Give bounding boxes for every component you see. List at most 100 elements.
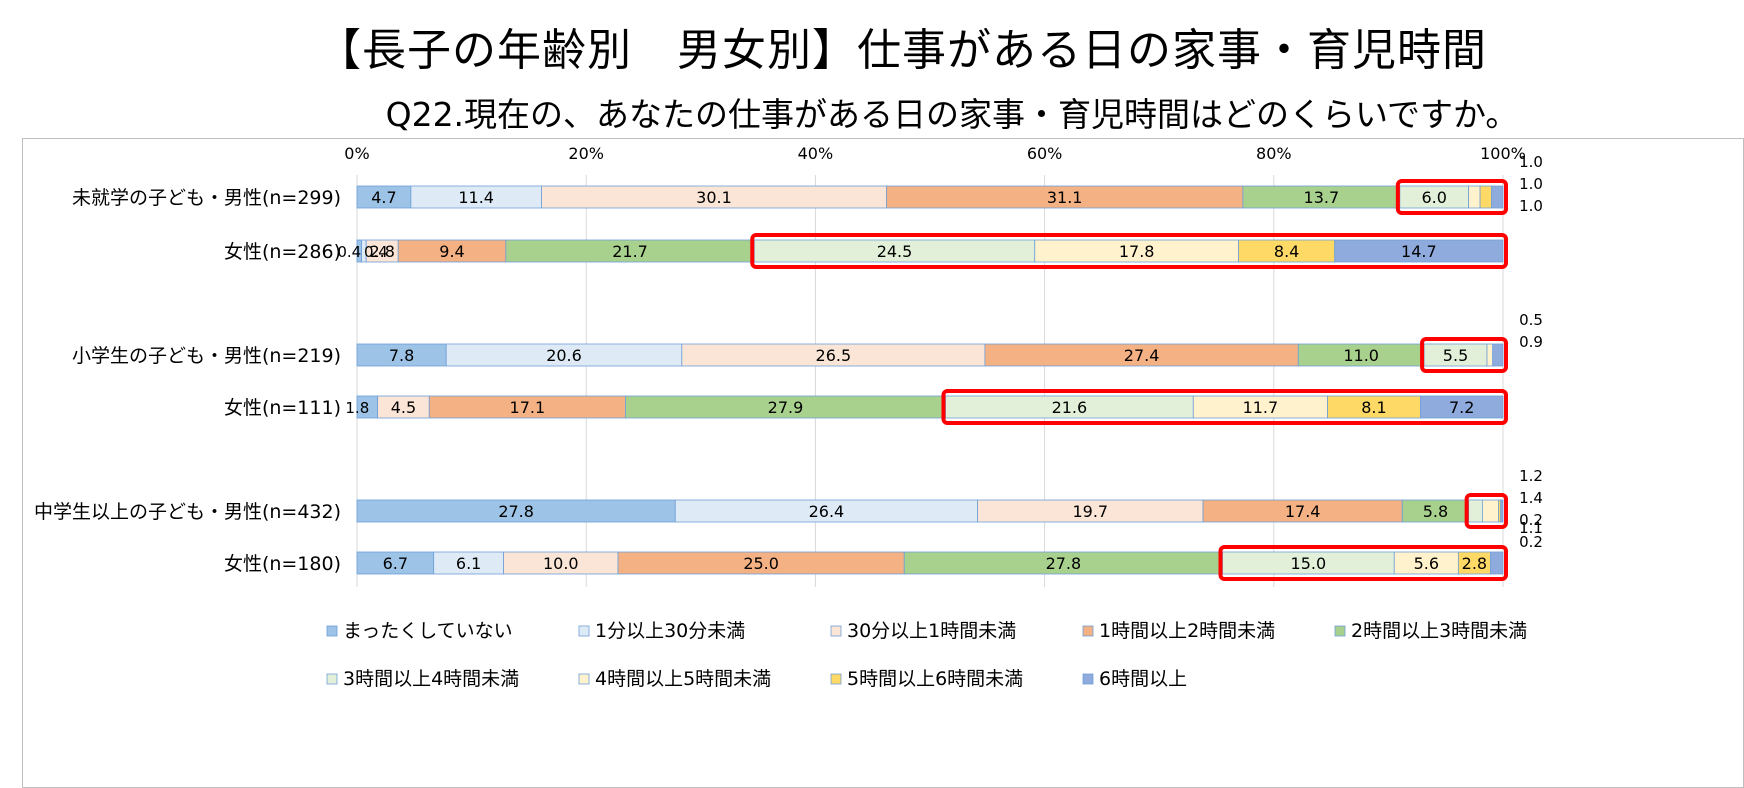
data-label-outside: 0.5 [1519, 311, 1543, 329]
data-label-outside: 1.2 [1519, 467, 1543, 485]
bar-segment [1468, 499, 1483, 523]
data-label: 2.8 [1462, 554, 1487, 573]
data-label-outside: 1.4 [1519, 489, 1543, 507]
legend-swatch [830, 673, 842, 685]
highlight-box [1420, 337, 1509, 373]
category-label: 未就学の子ども・男性(n=299) [72, 187, 341, 209]
bar-segment [1486, 343, 1494, 367]
data-label: 27.8 [1046, 554, 1082, 573]
data-label: 19.7 [1072, 502, 1108, 521]
highlight-box [941, 389, 1508, 425]
data-label-outside: 1.8 [345, 399, 369, 417]
highlight-box [1464, 493, 1508, 529]
x-tick-label: 100% [1480, 144, 1526, 163]
data-label: 27.4 [1124, 346, 1160, 365]
legend-swatch [578, 673, 590, 685]
data-label-outside: 1.0 [1519, 175, 1543, 193]
x-tick-label: 20% [568, 144, 604, 163]
data-label: 21.7 [612, 242, 648, 261]
bar-segment [1481, 499, 1499, 523]
highlight-box [1395, 179, 1508, 215]
data-label: 15.0 [1291, 554, 1327, 573]
data-label: 11.4 [458, 188, 494, 207]
legend-label: 2時間以上3時間未満 [1351, 620, 1527, 642]
legend-label: 5時間以上6時間未満 [847, 668, 1023, 690]
data-label-outside: 0.4 [364, 243, 388, 261]
data-label: 25.0 [743, 554, 779, 573]
data-label: 8.4 [1274, 242, 1299, 261]
legend-label: 1分以上30分未満 [595, 620, 745, 642]
data-label: 14.7 [1401, 242, 1437, 261]
category-label: 女性(n=180) [224, 553, 341, 575]
stacked-bar-chart: 0% 20% 40% 60% 80% 100% 未就学の子ども・男性(n=299) 女性(n=… [34, 144, 1543, 690]
data-label: 31.1 [1047, 188, 1083, 207]
data-label: 9.4 [439, 242, 464, 261]
data-label-outside: 1.0 [1519, 197, 1543, 215]
data-label: 17.1 [510, 398, 546, 417]
bar-segment [1479, 185, 1492, 209]
x-tick-label: 0% [344, 144, 369, 163]
data-label-outside: 0.4 [337, 243, 361, 261]
data-label: 17.4 [1285, 502, 1321, 521]
category-label: 女性(n=286) [224, 241, 341, 263]
data-label: 5.5 [1443, 346, 1468, 365]
bar-segment [1334, 239, 1504, 263]
data-label: 27.8 [498, 502, 534, 521]
data-label: 4.5 [391, 398, 416, 417]
highlight-box [750, 233, 1508, 269]
data-label: 4.7 [371, 188, 396, 207]
chart-title: 【長子の年齢別 男女別】仕事がある日の家事・育児時間 [317, 25, 1487, 76]
x-tick-label: 40% [798, 144, 834, 163]
data-label: 26.5 [816, 346, 852, 365]
data-label: 8.1 [1361, 398, 1386, 417]
legend-label: 30分以上1時間未満 [847, 620, 1016, 642]
category-label: 小学生の子ども・男性(n=219) [72, 345, 341, 367]
data-label: 20.6 [546, 346, 582, 365]
bar-segment [1492, 343, 1504, 367]
legend-swatch [326, 673, 338, 685]
legend-swatch [578, 625, 590, 637]
data-label: 7.8 [389, 346, 414, 365]
data-label-outside: 0.2 [1519, 533, 1543, 551]
bar-segment [1468, 185, 1481, 209]
legend-label: まったくしていない [343, 620, 513, 642]
bar-segment [1491, 185, 1504, 209]
legend-label: 3時間以上4時間未満 [343, 668, 519, 690]
legend-swatch [1334, 625, 1346, 637]
chart-frame: 0% 20% 40% 60% 80% 100% 未就学の子ども・男性(n=299) 女性(n=… [22, 138, 1744, 788]
data-label: 11.7 [1243, 398, 1279, 417]
legend-label: 6時間以上 [1099, 668, 1187, 690]
data-label: 6.7 [383, 554, 408, 573]
legend-swatch [830, 625, 842, 637]
data-label: 27.9 [768, 398, 804, 417]
data-label: 24.5 [877, 242, 913, 261]
bar-segment [1500, 499, 1504, 523]
data-label: 5.8 [1423, 502, 1448, 521]
legend-swatch [1082, 625, 1094, 637]
data-label-outside: 1.1 [1519, 519, 1543, 537]
data-label: 30.1 [696, 188, 732, 207]
legend-label: 1時間以上2時間未満 [1099, 620, 1275, 642]
category-label: 中学生以上の子ども・男性(n=432) [34, 501, 341, 523]
highlight-box [1218, 545, 1508, 581]
data-label: 13.7 [1304, 188, 1340, 207]
data-label: 26.4 [809, 502, 845, 521]
data-label-outside: 0.9 [1519, 333, 1543, 351]
data-label: 10.0 [543, 554, 579, 573]
legend-swatch [326, 625, 338, 637]
data-label: 7.2 [1449, 398, 1474, 417]
data-label: 11.0 [1343, 346, 1379, 365]
x-tick-label: 80% [1256, 144, 1292, 163]
data-label: 5.6 [1414, 554, 1439, 573]
data-label: 6.0 [1422, 188, 1447, 207]
data-label: 2.8 [369, 242, 394, 261]
category-label: 女性(n=111) [224, 397, 341, 419]
legend-label: 4時間以上5時間未満 [595, 668, 771, 690]
legend-swatch [1082, 673, 1094, 685]
data-label: 6.1 [456, 554, 481, 573]
data-label-outside: 1.0 [1519, 153, 1543, 171]
data-label: 17.8 [1119, 242, 1155, 261]
bar-segment [1490, 551, 1504, 575]
data-label-outside: 0.2 [1519, 511, 1543, 529]
chart-subtitle: Q22.現在の、あなたの仕事がある日の家事・育児時間はどのくらいですか。 [385, 95, 1519, 134]
